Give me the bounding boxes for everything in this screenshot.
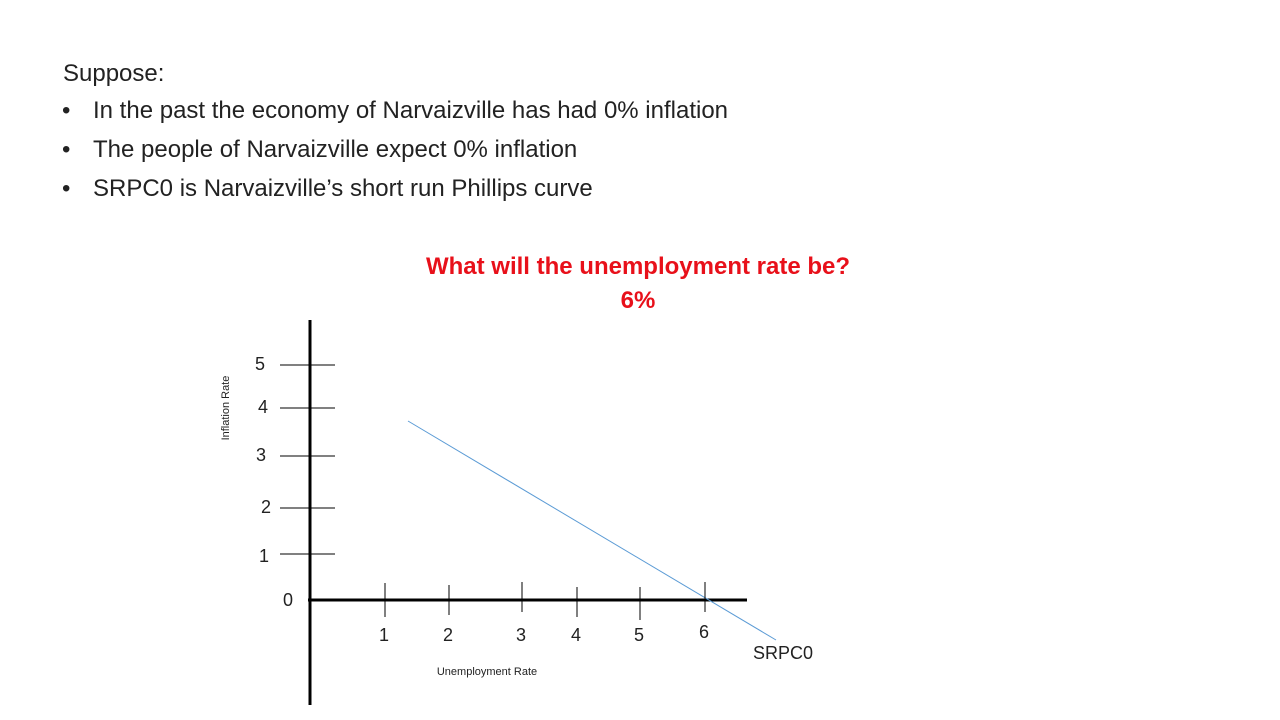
x-tick-label: 4	[571, 625, 581, 645]
x-tick-label: 2	[443, 625, 453, 645]
srpc-curve	[407, 420, 777, 641]
y-tick-label: 2	[261, 497, 271, 517]
y-tick-label: 5	[255, 354, 265, 374]
answer: 6%	[620, 287, 656, 314]
bullet-dot: •	[62, 97, 71, 124]
x-tick-label: 3	[516, 625, 526, 645]
y-tick-label: 1	[259, 546, 269, 566]
intro: Suppose:	[63, 60, 165, 87]
x-tick-label: 5	[634, 625, 644, 645]
x-axis-label: Unemployment Rate	[437, 666, 537, 678]
bullet-dot: •	[62, 136, 71, 163]
bullet-text: SRPC0 is Narvaizville’s short run Philli…	[93, 175, 593, 202]
y-tick-label: 3	[256, 445, 266, 465]
origin-label: 0	[283, 590, 293, 610]
y-tick-label: 4	[258, 397, 268, 417]
x-tick-label: 1	[379, 625, 389, 645]
bullet-dot: •	[62, 175, 71, 202]
bullet-text: In the past the economy of Narvaizville …	[93, 97, 729, 124]
curve-label: SRPC0	[753, 643, 813, 663]
bullet-text: The people of Narvaizville expect 0% inf…	[93, 136, 578, 163]
y-axis-label: Inflation Rate	[220, 376, 232, 441]
x-tick-label: 6	[699, 622, 709, 642]
question: What will the unemployment rate be?	[425, 253, 851, 280]
